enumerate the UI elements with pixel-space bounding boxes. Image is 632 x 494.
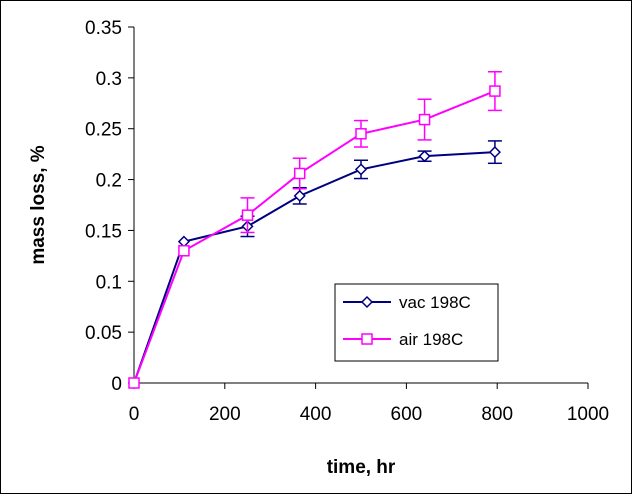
x-axis-title: time, hr — [327, 457, 396, 478]
x-tick-label: 800 — [481, 404, 513, 425]
x-tick-label: 1000 — [567, 404, 609, 425]
legend-swatch-marker — [360, 295, 374, 309]
data-point — [355, 128, 367, 140]
y-tick-label: 0.2 — [96, 171, 122, 192]
legend-box — [334, 283, 499, 362]
data-point — [489, 85, 501, 97]
y-tick-label: 0.1 — [96, 272, 122, 293]
y-tick-label: 0.3 — [96, 69, 122, 90]
legend-swatch-marker — [361, 333, 373, 345]
y-tick-label: 0.05 — [85, 323, 122, 344]
data-point — [178, 245, 190, 257]
legend-label: air 198C — [399, 330, 463, 349]
x-tick-label: 0 — [129, 404, 140, 425]
data-point — [418, 113, 431, 126]
data-point — [128, 377, 140, 389]
data-point — [354, 163, 368, 176]
y-tick-label: 0.25 — [85, 120, 122, 141]
y-tick-label: 0.35 — [85, 18, 122, 39]
legend-label: vac 198C — [399, 293, 471, 312]
x-tick-label: 400 — [300, 404, 332, 425]
data-point — [488, 146, 501, 159]
series-layer — [127, 71, 502, 390]
x-tick-label: 200 — [209, 404, 241, 425]
y-tick-label: 0 — [111, 374, 122, 395]
data-point — [293, 189, 306, 202]
data-point — [241, 209, 254, 221]
data-point — [418, 150, 431, 163]
y-tick-label: 0.15 — [85, 221, 122, 242]
legend: vac 198C air 198C — [334, 283, 499, 362]
series-air-198c — [128, 71, 502, 389]
data-point — [293, 167, 306, 180]
y-axis-ticks: 0 0.05 0.1 0.15 0.2 0.25 0.3 0.35 — [85, 18, 134, 395]
x-axis-ticks: 0 200 400 600 800 1000 — [129, 383, 609, 425]
x-tick-label: 600 — [391, 404, 423, 425]
y-axis-title: mass loss, % — [28, 145, 49, 264]
